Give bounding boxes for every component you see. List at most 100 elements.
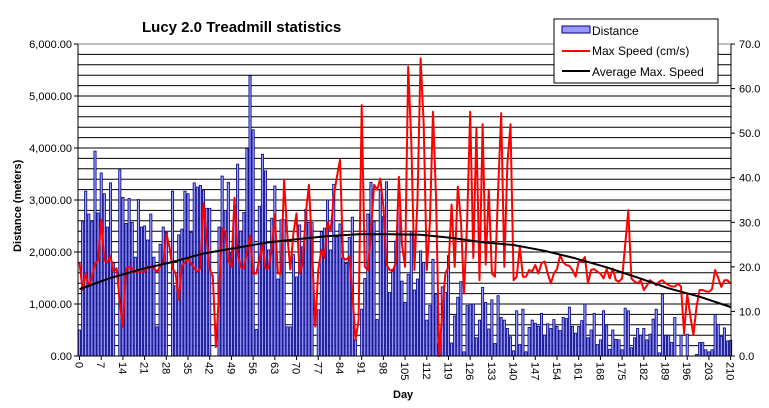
distance-bar <box>592 312 596 357</box>
distance-bar <box>431 258 435 357</box>
distance-bar <box>459 281 463 357</box>
distance-bar <box>536 325 540 357</box>
distance-bar <box>140 226 144 357</box>
distance-bar <box>143 225 147 357</box>
distance-bar <box>183 190 187 357</box>
distance-bar <box>580 320 584 357</box>
distance-bar <box>623 307 627 357</box>
distance-bar <box>456 296 460 357</box>
y-tick-label: 0.00 <box>51 351 72 363</box>
y-tick-label: 4,000.00 <box>29 143 72 155</box>
distance-bar <box>158 243 162 357</box>
distance-bar <box>360 308 364 357</box>
distance-bar <box>660 293 664 357</box>
distance-bar <box>146 239 150 357</box>
distance-bar <box>521 308 525 357</box>
distance-bar <box>109 182 113 357</box>
distance-bar <box>539 312 543 357</box>
distance-bar <box>220 175 224 357</box>
distance-bar <box>626 310 630 357</box>
distance-bar <box>254 329 258 357</box>
distance-bar <box>422 261 426 357</box>
distance-bar <box>180 228 184 357</box>
y-tick-label: 2,000.00 <box>29 247 72 259</box>
distance-bar <box>391 268 395 357</box>
y-tick-label: 6,000.00 <box>29 39 72 51</box>
distance-bar <box>598 339 602 357</box>
distance-bar <box>208 207 212 357</box>
x-tick-label: 161 <box>572 362 584 380</box>
distance-bar <box>171 190 175 357</box>
distance-bar <box>679 334 683 357</box>
distance-bar <box>639 334 643 357</box>
distance-bar <box>226 181 230 357</box>
distance-bar <box>419 250 423 357</box>
distance-bar <box>502 319 506 357</box>
distance-bar <box>561 317 565 357</box>
distance-bar <box>136 199 140 357</box>
distance-bar <box>648 333 652 357</box>
chart-title: Lucy 2.0 Treadmill statistics <box>142 19 341 36</box>
x-tick-label: 7 <box>94 362 106 368</box>
x-tick-label: 77 <box>311 362 323 374</box>
distance-bar <box>549 328 553 357</box>
distance-bar <box>239 230 243 357</box>
x-tick-label: 189 <box>659 362 671 380</box>
distance-bar <box>484 302 488 357</box>
legend-label-max-speed: Max Speed (cm/s) <box>592 44 689 58</box>
distance-bar <box>667 334 671 357</box>
distance-bar <box>453 315 457 357</box>
distance-bar <box>496 295 500 357</box>
x-tick-label: 196 <box>680 362 692 380</box>
distance-bar <box>127 198 131 357</box>
distance-bar <box>589 329 593 357</box>
y2-tick-label: 70.0 <box>739 39 760 51</box>
y2-tick-label: 20.0 <box>739 262 760 274</box>
distance-bar <box>307 221 311 357</box>
distance-bar <box>633 337 637 357</box>
speed-lines <box>78 57 732 357</box>
y2-tick-label: 10.0 <box>739 306 760 318</box>
distance-bar <box>397 204 401 357</box>
distance-bar <box>493 343 497 357</box>
x-tick-label: 203 <box>702 362 714 380</box>
distance-bar <box>130 221 134 357</box>
distance-bar <box>149 213 153 357</box>
x-tick-label: 98 <box>376 362 388 374</box>
distance-bar <box>295 276 299 357</box>
max-speed-line <box>78 57 732 357</box>
distance-bar <box>316 309 320 357</box>
distance-bar <box>726 340 730 357</box>
x-tick-label: 56 <box>246 362 258 374</box>
distance-bar <box>118 169 122 357</box>
x-tick-label: 154 <box>550 362 562 380</box>
distance-bar <box>474 337 478 357</box>
distance-bar <box>78 329 82 357</box>
distance-bar <box>102 193 106 357</box>
distance-bar <box>375 319 379 357</box>
x-tick-label: 28 <box>159 362 171 374</box>
axes: 0.001,000.002,000.003,000.004,000.005,00… <box>29 39 760 380</box>
x-tick-label: 175 <box>615 362 627 380</box>
distance-bar <box>152 256 156 357</box>
distance-bar <box>291 254 295 357</box>
distance-bar <box>462 351 466 357</box>
distance-bar <box>450 342 454 357</box>
x-tick-label: 21 <box>138 362 150 374</box>
distance-bar <box>425 319 429 357</box>
distance-bar <box>654 308 658 357</box>
x-tick-label: 126 <box>463 362 475 380</box>
x-tick-label: 91 <box>355 362 367 374</box>
distance-bar <box>713 313 717 357</box>
distance-bar <box>719 335 723 357</box>
distance-bar <box>605 325 609 357</box>
distance-bar <box>664 334 668 357</box>
distance-bar <box>685 333 689 357</box>
distance-bar <box>698 342 702 357</box>
x-tick-label: 35 <box>181 362 193 374</box>
distance-bar <box>198 185 202 357</box>
legend-label-average: Average Max. Speed <box>592 65 704 79</box>
distance-bar <box>571 325 575 357</box>
legend-label-distance: Distance <box>592 24 639 38</box>
